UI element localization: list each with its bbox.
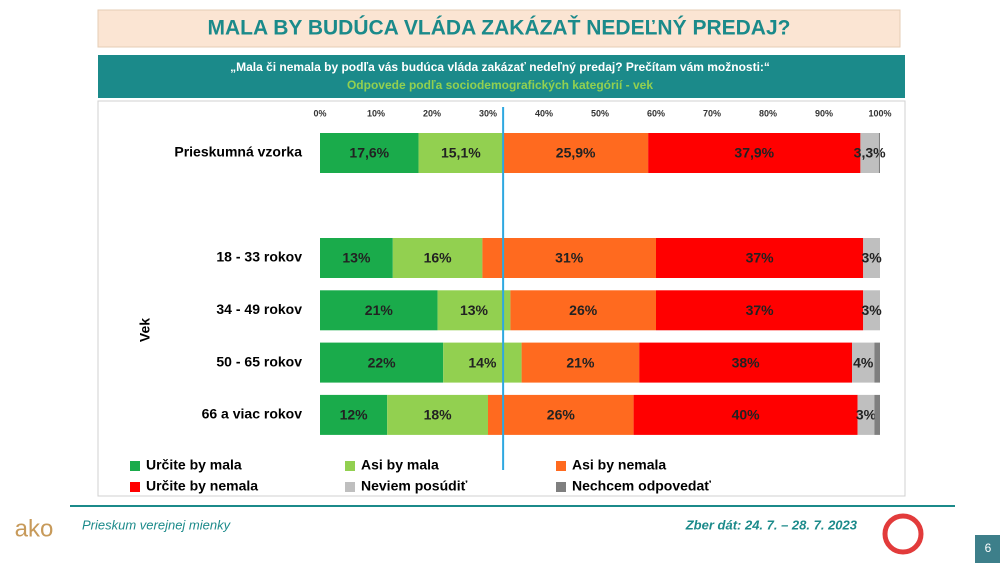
title: MALA BY BUDÚCA VLÁDA ZAKÁZAŤ NEDEĽNÝ PRE… bbox=[208, 16, 791, 40]
legend-label: Nechcem odpovedať bbox=[572, 478, 711, 494]
value-label: 21% bbox=[566, 354, 595, 370]
bar-segment bbox=[320, 342, 444, 383]
x-tick-label: 10% bbox=[367, 108, 385, 118]
bar-segment bbox=[488, 394, 634, 435]
x-tick-label: 20% bbox=[423, 108, 441, 118]
value-label: 37% bbox=[746, 302, 775, 318]
bar-segment bbox=[482, 238, 656, 278]
legend-swatch bbox=[130, 461, 140, 471]
value-label: 22% bbox=[368, 354, 397, 370]
category-label: 66 a viac rokov bbox=[202, 406, 303, 422]
x-tick-label: 70% bbox=[703, 108, 721, 118]
legend-swatch bbox=[345, 461, 355, 471]
value-label: 3% bbox=[856, 407, 877, 423]
value-label: 13% bbox=[460, 302, 489, 318]
bar-segment bbox=[320, 238, 393, 278]
x-tick-label: 100% bbox=[868, 108, 891, 118]
value-label: 15,1% bbox=[441, 145, 481, 161]
bar-segment bbox=[392, 238, 483, 278]
value-label: 37,9% bbox=[734, 145, 774, 161]
group-label: Vek bbox=[137, 318, 153, 342]
title-box bbox=[97, 9, 901, 48]
value-label: 13% bbox=[342, 250, 371, 266]
bar-segment bbox=[418, 133, 504, 173]
value-label: 3% bbox=[861, 302, 882, 318]
x-tick-label: 90% bbox=[815, 108, 833, 118]
page-number: 6 bbox=[985, 541, 992, 555]
value-label: 18% bbox=[424, 407, 453, 423]
category-label: 18 - 33 rokov bbox=[216, 249, 302, 265]
value-label: 26% bbox=[547, 407, 576, 423]
value-label: 14% bbox=[468, 354, 497, 370]
x-tick-label: 80% bbox=[759, 108, 777, 118]
value-label: 40% bbox=[732, 407, 761, 423]
value-label: 38% bbox=[732, 354, 761, 370]
legend-swatch bbox=[130, 482, 140, 492]
value-label: 21% bbox=[365, 302, 394, 318]
footer-left: Prieskum verejnej mienky bbox=[82, 517, 232, 532]
value-label: 4% bbox=[853, 354, 874, 370]
bar-segment bbox=[863, 238, 880, 278]
legend-label: Určite by nemala bbox=[146, 478, 258, 494]
value-label: 12% bbox=[340, 407, 369, 423]
bar-segment bbox=[648, 133, 861, 173]
bar-segment bbox=[387, 394, 488, 435]
bar-segment bbox=[639, 342, 852, 383]
bar-segment bbox=[521, 342, 640, 383]
value-label: 16% bbox=[424, 250, 453, 266]
bar-segment bbox=[320, 290, 438, 331]
legend-label: Neviem posúdiť bbox=[361, 478, 468, 494]
logo: ako bbox=[15, 515, 54, 542]
category-label: Prieskumná vzorka bbox=[174, 144, 302, 160]
value-label: 3% bbox=[861, 250, 882, 266]
legend-label: Asi by nemala bbox=[572, 457, 666, 473]
legend-swatch bbox=[556, 461, 566, 471]
x-tick-label: 60% bbox=[647, 108, 665, 118]
x-tick-label: 40% bbox=[535, 108, 553, 118]
question: „Mala či nemala by podľa vás budúca vlád… bbox=[230, 60, 770, 74]
subtitle: Odpovede podľa sociodemografických kateg… bbox=[347, 78, 653, 92]
value-label: 26% bbox=[569, 302, 598, 318]
bar-segment bbox=[852, 342, 875, 383]
value-label: 25,9% bbox=[556, 145, 596, 161]
bar-segment bbox=[656, 238, 864, 278]
partner-logo bbox=[882, 513, 924, 555]
bar-segment bbox=[320, 394, 388, 435]
bar-segment bbox=[443, 342, 522, 383]
legend-label: Asi by mala bbox=[361, 457, 439, 473]
bar-segment bbox=[857, 394, 875, 435]
bar-segment bbox=[860, 133, 879, 173]
category-label: 50 - 65 rokov bbox=[216, 353, 302, 369]
legend-swatch bbox=[345, 482, 355, 492]
x-tick-label: 0% bbox=[313, 108, 326, 118]
bar-segment bbox=[503, 133, 649, 173]
legend-swatch bbox=[556, 482, 566, 492]
bar-segment bbox=[437, 290, 511, 331]
page-box bbox=[975, 535, 1000, 563]
x-tick-label: 50% bbox=[591, 108, 609, 118]
bar-segment bbox=[656, 290, 864, 331]
bar-segment bbox=[633, 394, 858, 435]
legend-label: Určite by mala bbox=[146, 457, 242, 473]
value-label: 37% bbox=[746, 250, 775, 266]
value-label: 17,6% bbox=[349, 145, 389, 161]
bar-segment bbox=[874, 394, 880, 435]
subtitle-box bbox=[98, 55, 905, 98]
bar-segment bbox=[863, 290, 880, 331]
value-label: 31% bbox=[555, 250, 584, 266]
x-tick-label: 30% bbox=[479, 108, 497, 118]
bar-segment bbox=[874, 342, 880, 383]
bar-segment bbox=[320, 133, 419, 173]
bar-segment bbox=[878, 133, 880, 173]
value-label: 3,3% bbox=[854, 145, 886, 161]
bar-segment bbox=[510, 290, 656, 331]
footer-right: Zber dát: 24. 7. – 28. 7. 2023 bbox=[685, 517, 858, 532]
category-label: 34 - 49 rokov bbox=[216, 301, 302, 317]
